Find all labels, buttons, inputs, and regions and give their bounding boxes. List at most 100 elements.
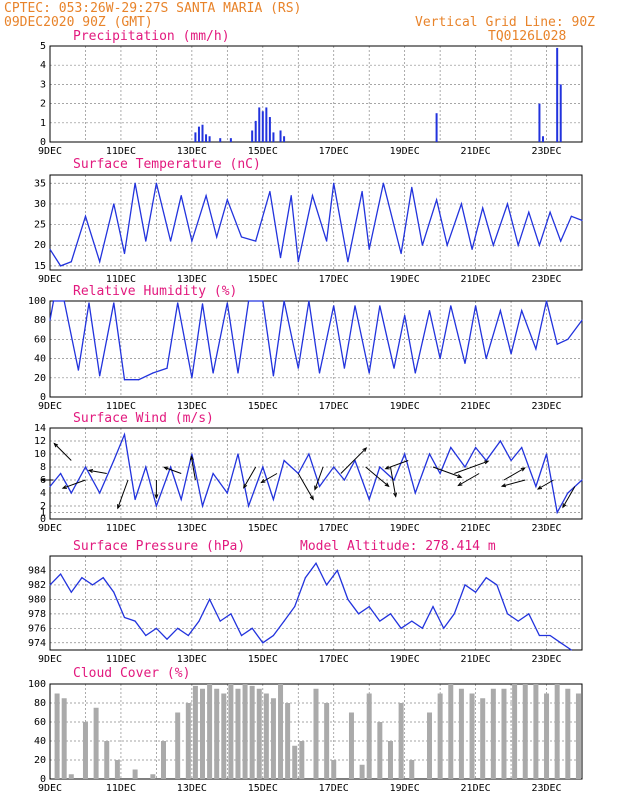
data-point [411,620,413,622]
data-point [549,634,551,637]
bar [279,130,282,142]
bar [458,688,464,779]
wind-arrow [454,460,489,474]
data-point [283,300,285,302]
x-tick-label: 13DEC [177,274,207,285]
x-tick-label: 9DEC [38,654,62,665]
bar [104,741,110,779]
data-point [70,492,72,494]
bar [398,703,404,779]
wind-arrow [117,479,129,509]
bar [331,760,337,779]
data-point [400,252,402,255]
data-point [581,319,583,321]
wind-arrowhead [384,482,390,488]
data-point [521,310,523,312]
x-tick-label: 13DEC [177,783,207,794]
wind-arrowhead [260,479,266,484]
data-point [538,244,541,246]
x-tick-label: 13DEC [177,523,207,534]
bar [285,703,291,779]
bar [258,107,261,142]
wind-arrow [340,447,367,474]
data-point [219,620,221,622]
data-point [212,372,214,374]
data-point [290,195,292,197]
data-point [99,492,101,494]
x-tick-label: 9DEC [38,146,62,157]
bar [254,120,257,142]
bar [538,103,541,142]
data-point [216,236,218,238]
wind-arrowhead [40,477,46,483]
y-tick-label: 984 [28,565,46,576]
x-tick-label: 17DEC [319,274,349,285]
data-point [421,244,423,246]
data-point [475,591,477,593]
data-point [283,459,285,462]
data-point [560,240,562,242]
data-point [443,627,445,629]
data-point [482,207,484,209]
data-point [60,265,62,267]
data-point [581,219,583,222]
wind-arrow [53,443,72,461]
bar [426,712,432,779]
data-point [379,466,381,468]
x-tick-label: 9DEC [38,523,62,534]
panel-4: Surface Pressure (hPa) Model Altitude: 27… [28,539,583,665]
y-tick-label: 2 [40,501,46,512]
bar [522,684,528,779]
data-point [581,479,583,481]
data-point [535,485,537,488]
run-date: 09DEC2020 90Z (GMT) [4,15,153,30]
x-tick-label: 13DEC [177,401,207,412]
wind-arrow [501,479,526,487]
wind-arrow [389,466,397,497]
data-point [404,314,406,316]
bar [554,684,560,779]
data-point [166,367,168,369]
station-header: CPTEC: 053:26W-29:27S SANTA MARIA (RS) [4,1,301,16]
data-point [138,379,140,381]
y-tick-label: 20 [34,373,46,384]
y-tick-label: 4 [40,60,46,71]
data-point [283,620,285,622]
panel-frame [49,174,583,271]
grid-line-note: Vertical Grid Line: 90Z [415,15,595,30]
wind-arrowhead [393,492,398,498]
data-point [191,453,193,455]
bar [219,138,222,142]
data-point [343,367,345,369]
bar [256,688,262,779]
data-point [297,367,299,369]
x-tick-label: 23DEC [531,654,561,665]
bar [229,138,232,142]
panel-title: Surface Pressure (hPa) [73,539,245,554]
wind-arrow [88,469,107,474]
data-point [155,182,157,184]
bar [207,684,213,779]
data-point [49,485,51,488]
data-point [60,472,62,475]
data-point [432,606,434,608]
data-point [510,353,512,355]
data-point [318,372,321,374]
bar [205,134,208,142]
data-point [145,240,147,242]
y-tick-label: 1 [40,118,46,129]
data-point [180,498,182,501]
y-tick-label: 60 [34,717,46,728]
bar [313,688,319,779]
data-point [450,305,452,307]
data-point [240,236,243,238]
y-tick-label: 4 [40,488,46,499]
bar [283,136,286,142]
y-tick-label: 1 [40,508,46,519]
x-tick-label: 9DEC [38,274,62,285]
x-tick-label: 15DEC [248,654,278,665]
data-point [347,261,349,263]
data-point [77,369,79,371]
bar [214,688,220,779]
